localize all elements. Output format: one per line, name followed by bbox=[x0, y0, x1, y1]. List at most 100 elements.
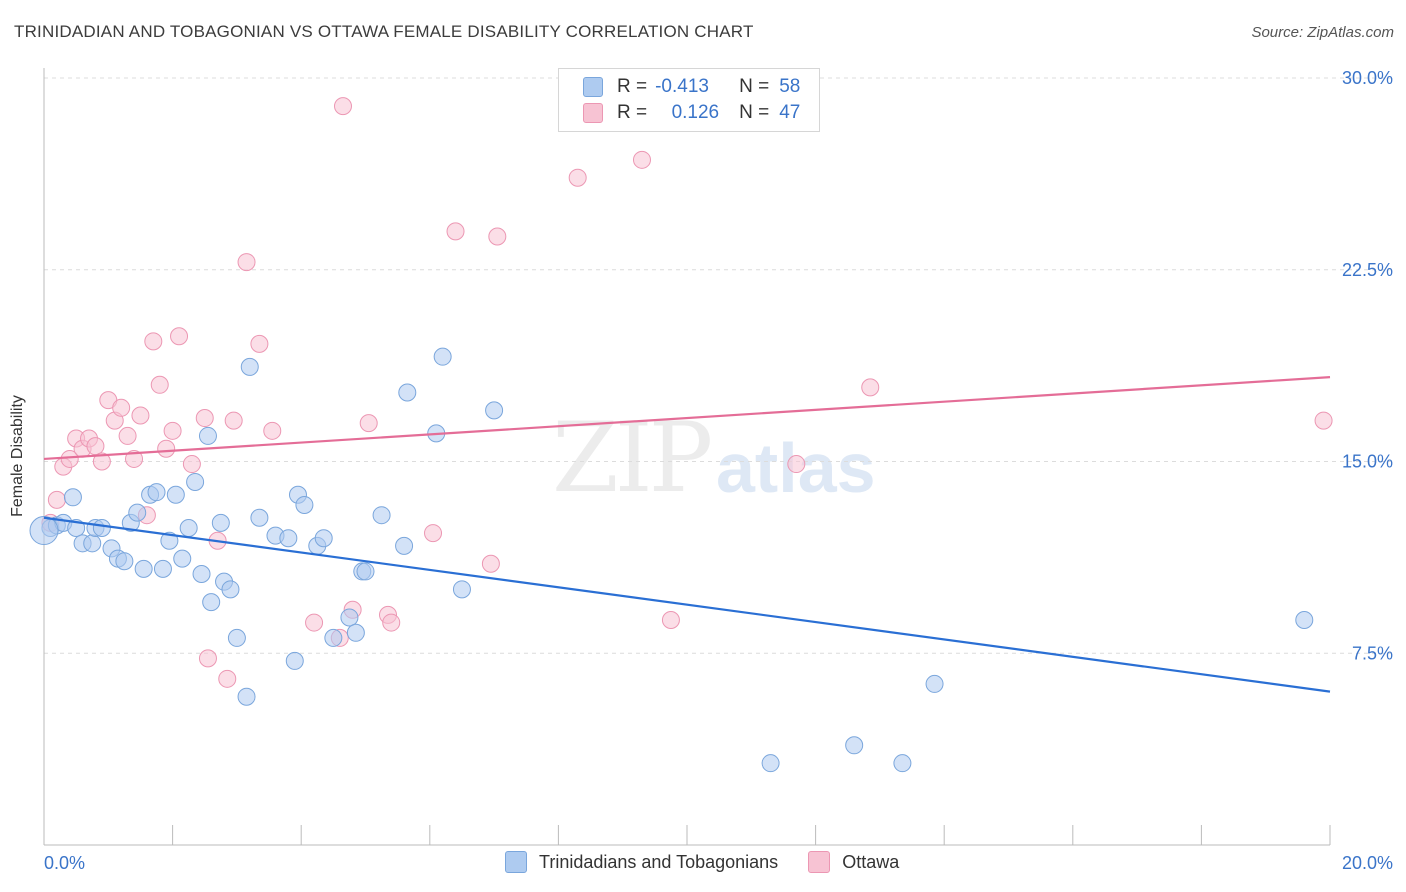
legend-r-label: R = bbox=[617, 76, 648, 97]
data-point bbox=[1295, 611, 1314, 630]
data-point bbox=[198, 649, 217, 668]
data-point bbox=[424, 524, 443, 543]
y-tick-label: 7.5% bbox=[1352, 643, 1393, 663]
data-point bbox=[488, 227, 507, 246]
data-point bbox=[845, 736, 864, 755]
blue-swatch bbox=[583, 77, 603, 97]
data-point bbox=[163, 421, 182, 440]
y-tick-label: 30.0% bbox=[1342, 68, 1393, 88]
data-point bbox=[372, 506, 391, 525]
data-point bbox=[568, 168, 587, 187]
data-point bbox=[340, 608, 359, 627]
data-point bbox=[29, 516, 59, 546]
data-point bbox=[250, 334, 269, 353]
data-point bbox=[150, 375, 169, 394]
data-point bbox=[166, 485, 185, 504]
data-point bbox=[92, 518, 111, 537]
data-point bbox=[147, 483, 166, 502]
data-point bbox=[227, 628, 246, 647]
ottawa-points bbox=[41, 97, 1333, 688]
data-point bbox=[134, 559, 153, 578]
trend-line-trinidadians bbox=[43, 516, 1331, 693]
data-point bbox=[485, 401, 504, 420]
data-point bbox=[314, 529, 333, 548]
trend-line-ottawa bbox=[43, 376, 1331, 461]
data-point bbox=[861, 378, 880, 397]
legend-label: Trinidadians and Tobagonians bbox=[539, 851, 779, 872]
data-point bbox=[128, 503, 147, 522]
data-point bbox=[295, 495, 314, 514]
data-point bbox=[324, 628, 343, 647]
data-point bbox=[395, 536, 414, 555]
data-point bbox=[221, 580, 240, 599]
data-point bbox=[47, 490, 66, 509]
data-point bbox=[240, 357, 259, 376]
x-tick-label: 20.0% bbox=[1342, 853, 1393, 873]
legend-row-pink: R = 0.126 N = 47 bbox=[583, 101, 800, 125]
data-point bbox=[382, 613, 401, 632]
data-point bbox=[202, 593, 221, 612]
x-tick-label: 0.0% bbox=[44, 853, 85, 873]
pink-swatch bbox=[583, 103, 603, 123]
data-point bbox=[446, 222, 465, 241]
axes bbox=[43, 68, 1331, 846]
data-point bbox=[182, 455, 201, 474]
data-point bbox=[481, 554, 500, 573]
data-point bbox=[237, 687, 256, 706]
legend-r-value: -0.413 bbox=[655, 76, 709, 97]
correlation-legend: R = -0.413 N = 58 R = 0.126 N = 47 bbox=[558, 68, 820, 132]
data-point bbox=[285, 651, 304, 670]
data-point bbox=[433, 347, 452, 366]
pink-swatch bbox=[808, 851, 831, 873]
data-point bbox=[125, 449, 144, 468]
legend-r-label: R = bbox=[617, 102, 648, 123]
data-point bbox=[195, 409, 214, 428]
trend-lines bbox=[43, 376, 1331, 693]
legend-label: Ottawa bbox=[842, 851, 900, 872]
data-point bbox=[186, 472, 205, 491]
data-point bbox=[279, 529, 298, 548]
data-point bbox=[787, 455, 806, 474]
data-point bbox=[237, 253, 256, 272]
data-point bbox=[893, 754, 912, 773]
data-point bbox=[263, 421, 282, 440]
legend-item-trinidadians[interactable]: Trinidadians and Tobagonians bbox=[505, 851, 778, 873]
legend-row-blue: R = -0.413 N = 58 bbox=[583, 75, 800, 99]
data-point bbox=[224, 411, 243, 430]
legend-item-ottawa[interactable]: Ottawa bbox=[808, 851, 899, 873]
data-point bbox=[761, 754, 780, 773]
trinidadian-points bbox=[29, 347, 1314, 773]
legend-n-value: 58 bbox=[779, 76, 801, 97]
y-tick-label: 15.0% bbox=[1342, 452, 1393, 472]
data-point bbox=[157, 439, 176, 458]
data-point bbox=[83, 534, 102, 553]
data-point bbox=[92, 452, 111, 471]
data-point bbox=[346, 623, 365, 642]
data-point bbox=[250, 508, 269, 527]
data-point bbox=[661, 611, 680, 630]
legend-r-value: 0.126 bbox=[671, 102, 720, 123]
data-point bbox=[153, 559, 172, 578]
data-point bbox=[925, 674, 944, 693]
data-point bbox=[356, 562, 375, 581]
data-point bbox=[192, 564, 211, 583]
data-point bbox=[131, 406, 150, 425]
data-point bbox=[86, 437, 105, 456]
chart-title: TRINIDADIAN AND TOBAGONIAN VS OTTAWA FEM… bbox=[14, 22, 754, 41]
data-point bbox=[63, 488, 82, 507]
blue-swatch bbox=[505, 851, 527, 873]
data-point bbox=[112, 398, 131, 417]
data-point bbox=[144, 332, 163, 351]
data-point bbox=[173, 549, 192, 568]
data-point bbox=[452, 580, 471, 599]
data-point bbox=[305, 613, 324, 632]
data-point bbox=[115, 552, 134, 571]
data-point bbox=[179, 518, 198, 537]
data-point bbox=[1314, 411, 1333, 430]
data-point bbox=[632, 150, 651, 169]
data-point bbox=[118, 426, 137, 445]
data-point bbox=[160, 531, 179, 550]
data-point bbox=[359, 414, 378, 433]
y-tick-label: 22.5% bbox=[1342, 260, 1393, 280]
